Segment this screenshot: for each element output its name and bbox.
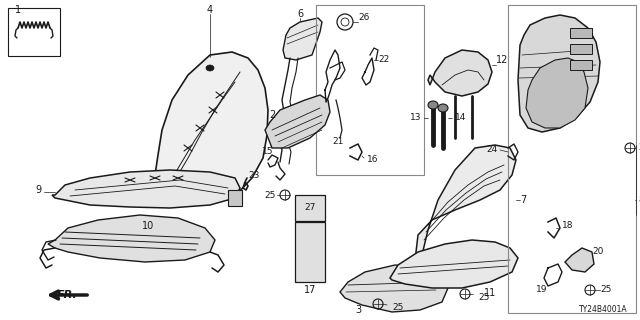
Text: 10: 10 [142,221,154,231]
Bar [570,60,592,70]
Polygon shape [340,265,448,312]
Text: 11: 11 [484,288,496,298]
Text: 23: 23 [248,171,259,180]
Text: 25: 25 [478,293,490,302]
Bar [316,5,424,175]
Polygon shape [265,95,330,148]
Ellipse shape [428,101,438,109]
Text: 12: 12 [496,55,508,65]
Text: 19: 19 [536,285,548,294]
Text: 25: 25 [600,285,611,294]
Text: 7: 7 [520,195,526,205]
Polygon shape [283,18,322,60]
Text: 2: 2 [269,110,275,120]
Text: FR.: FR. [57,290,78,300]
Bar [570,28,592,38]
Text: 25: 25 [392,303,403,313]
Text: 25: 25 [638,143,640,153]
Polygon shape [428,50,492,96]
Text: 17: 17 [304,285,316,295]
Bar [570,44,592,54]
Text: 15: 15 [262,148,274,156]
Text: 1: 1 [15,5,21,15]
Text: 16: 16 [367,156,378,164]
Polygon shape [48,215,215,262]
Polygon shape [526,58,588,128]
Text: 27: 27 [304,204,316,212]
Bar [508,5,636,313]
Text: 26: 26 [358,13,369,22]
Polygon shape [565,248,594,272]
Ellipse shape [206,65,214,71]
Text: 20: 20 [592,247,604,257]
Text: 21: 21 [332,138,344,147]
Text: 9: 9 [36,185,42,195]
Text: 18: 18 [562,220,573,229]
Text: 24: 24 [487,146,498,155]
Polygon shape [518,15,600,132]
Text: TY24B4001A: TY24B4001A [579,305,628,314]
Text: 25: 25 [264,190,276,199]
Text: 6: 6 [297,9,303,19]
Text: 4: 4 [207,5,213,15]
Text: 8: 8 [638,195,640,205]
Polygon shape [52,170,240,208]
Polygon shape [416,145,516,270]
Text: 22: 22 [378,55,389,65]
Text: 3: 3 [355,305,361,315]
Bar [228,190,242,206]
Bar [8,8,60,56]
Polygon shape [390,240,518,288]
Polygon shape [150,52,268,202]
Ellipse shape [438,104,448,112]
Bar [295,195,325,221]
Bar [295,222,325,282]
Text: 14: 14 [455,114,467,123]
Text: 13: 13 [410,114,421,123]
